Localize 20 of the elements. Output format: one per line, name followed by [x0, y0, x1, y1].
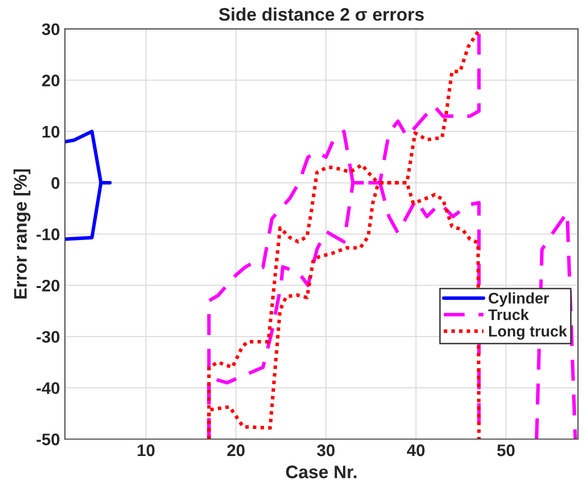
legend-label: Long truck	[489, 325, 568, 340]
y-tick-label: 10	[42, 126, 60, 138]
y-tick-label: -20	[36, 280, 60, 292]
x-axis-title: Case Nr.	[286, 466, 356, 478]
x-tick-label: 30	[317, 444, 335, 456]
legend-label: Truck	[488, 308, 529, 320]
y-tick-label: 0	[51, 177, 60, 189]
x-tick-label: 20	[227, 444, 245, 456]
y-tick-label: -40	[36, 382, 60, 394]
legend-label: Cylinder	[488, 292, 549, 307]
y-tick-label: -30	[36, 330, 60, 343]
x-tick-label: 50	[497, 444, 515, 456]
y-tick-label: -10	[36, 228, 60, 240]
y-axis-title: Error range [%]	[14, 169, 30, 299]
y-tick-label: 20	[42, 74, 60, 86]
chart-title: Side distance 2 σ errors	[218, 8, 424, 21]
y-tick-label: 30	[42, 23, 60, 36]
x-tick-label: 10	[138, 444, 155, 456]
y-tick-label: -50	[36, 434, 60, 446]
x-tick-label: 40	[406, 444, 425, 456]
